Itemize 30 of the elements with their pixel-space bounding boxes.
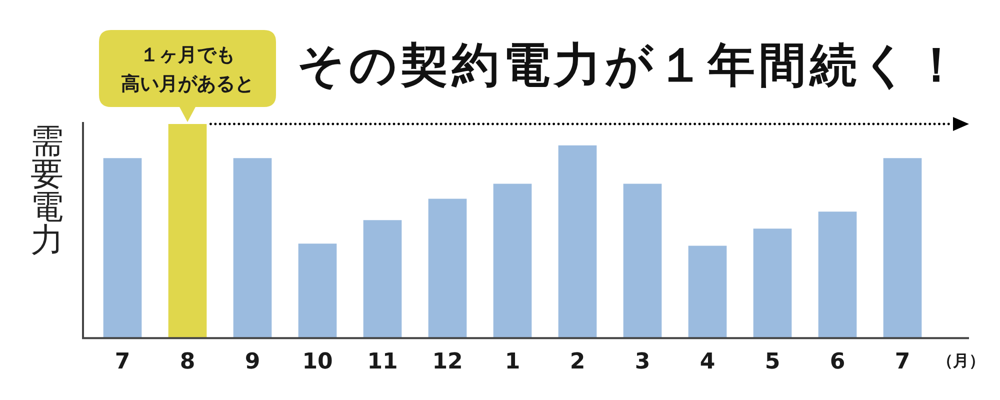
bar	[558, 145, 597, 338]
x-tick-label: 3	[634, 350, 650, 375]
x-tick-label: 9	[244, 350, 260, 375]
x-tick-label: 7	[114, 350, 130, 375]
x-tick-label: 6	[830, 350, 846, 375]
x-tick-label: 7	[894, 350, 910, 375]
x-tick-label: 11	[367, 350, 398, 375]
x-axis-title: （月）	[937, 350, 985, 370]
bar	[103, 158, 142, 338]
x-tick-label: 8	[180, 350, 196, 375]
bar	[363, 220, 402, 338]
bar	[493, 184, 532, 338]
x-tick-label: 12	[432, 350, 463, 375]
x-tick-label: 2	[570, 350, 586, 375]
bar	[818, 212, 857, 338]
bar	[298, 244, 337, 338]
x-tick-label: 5	[764, 350, 780, 375]
x-tick-label: 4	[700, 350, 716, 375]
bar	[623, 184, 662, 338]
x-tick-label: 10	[302, 350, 333, 375]
bar	[753, 228, 792, 338]
bar	[168, 124, 207, 338]
x-tick-label: 1	[504, 350, 520, 375]
y-axis-title: 需要電力	[30, 121, 64, 259]
chart-title: その契約電力が１年間続く！	[297, 38, 964, 93]
bar	[883, 158, 922, 338]
annotation: １ヶ月でも高い月があると	[120, 43, 255, 97]
bar	[428, 198, 467, 338]
bar	[688, 246, 727, 338]
bar	[233, 158, 272, 338]
